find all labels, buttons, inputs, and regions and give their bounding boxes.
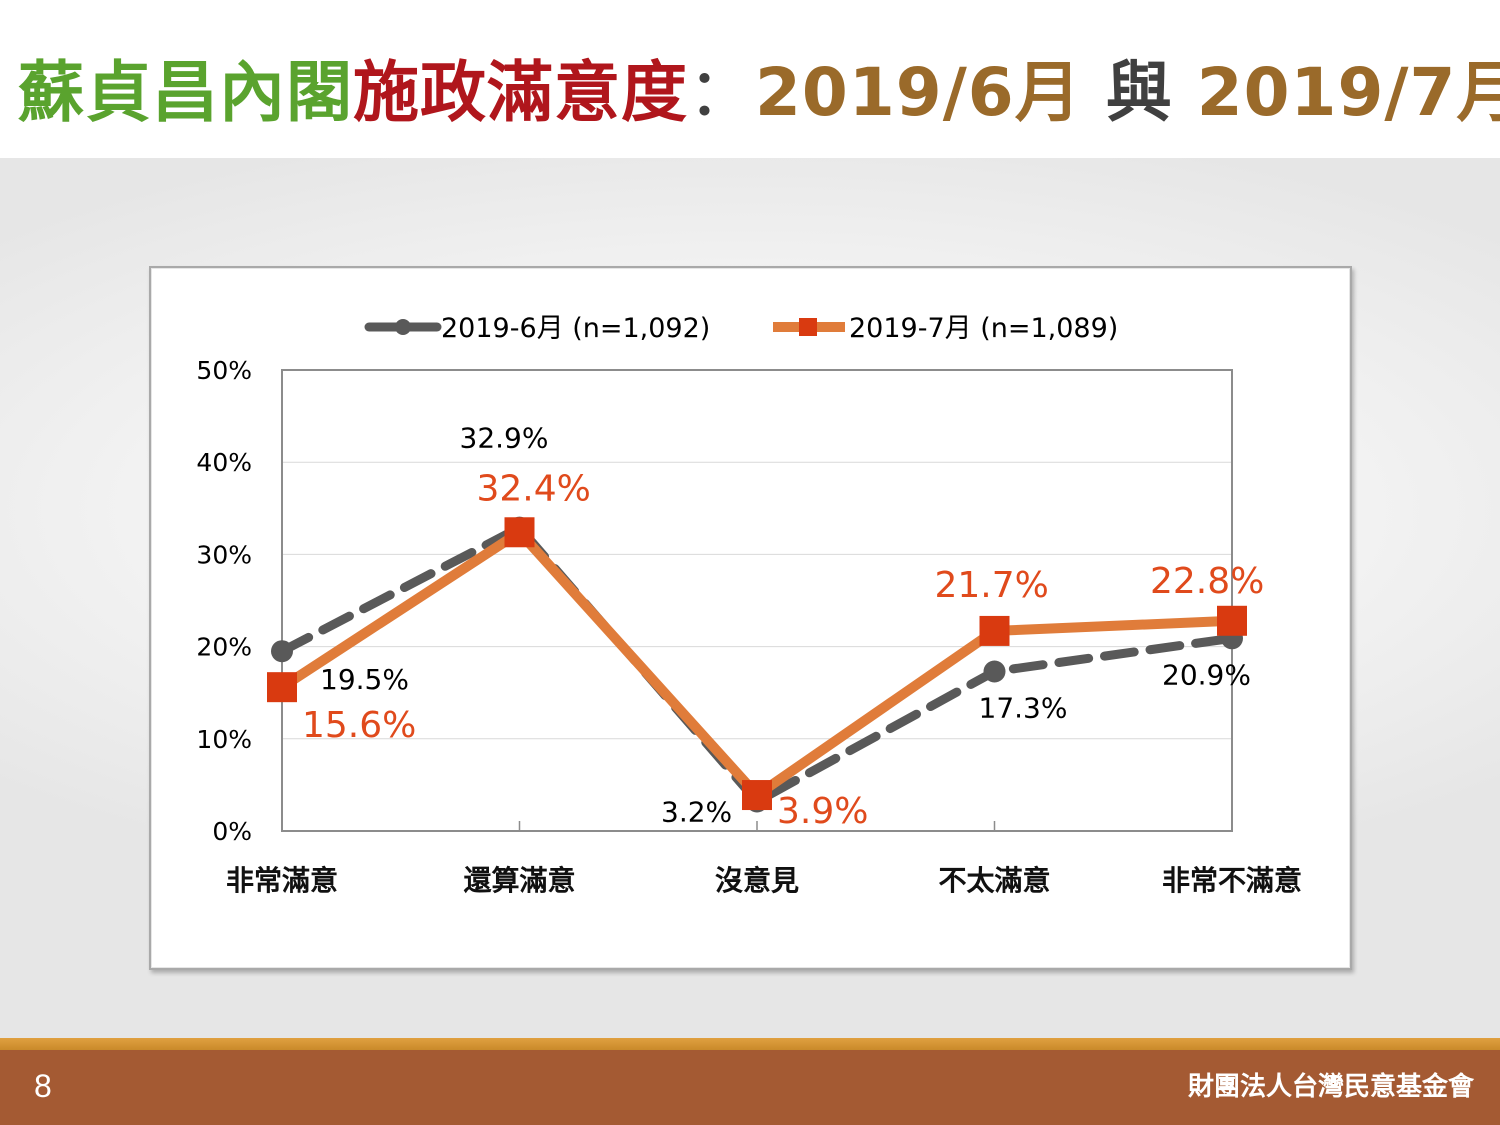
data-label-june: 19.5% [320, 663, 409, 696]
y-tick-label: 30% [196, 540, 252, 569]
y-tick-label: 20% [196, 633, 252, 662]
legend-june-swatch-marker [395, 319, 411, 335]
line-chart: 0% 10% 20% 30% 40% 50% 非常滿意 還算滿意 沒意見 不太滿意 非常不滿意 19… [196, 313, 1302, 897]
title-july: 2019/7月 [1196, 54, 1500, 131]
data-label-july: 32.4% [477, 468, 591, 509]
data-label-july: 21.7% [935, 565, 1049, 606]
legend-june-label: 2019-6月 (n=1,092) [441, 313, 710, 344]
data-label-june: 20.9% [1162, 658, 1251, 691]
title-satisfaction: 施政滿意度 [353, 54, 688, 131]
series-july-line [279, 527, 1233, 801]
title-june: 2019/6月 [755, 54, 1082, 131]
legend-july-label: 2019-7月 (n=1,089) [849, 313, 1118, 344]
series-july-point [267, 672, 297, 703]
data-label-june: 17.3% [979, 691, 1068, 724]
title-colon: ： [688, 54, 755, 131]
page-title: 蘇貞昌內閣施政滿意度：2019/6月 與 2019/7月 [18, 48, 1500, 138]
data-label-june: 3.2% [661, 795, 732, 828]
series-july-point [742, 780, 772, 811]
data-label-july: 3.9% [777, 791, 868, 832]
series-june-point [271, 640, 293, 663]
plot-area-border [281, 369, 1233, 832]
data-label-july: 15.6% [302, 705, 416, 746]
organization-name: 財團法人台灣民意基金會 [1187, 1072, 1474, 1102]
page-number: 8 [34, 1068, 52, 1104]
footer-bar [0, 1050, 1500, 1125]
data-label-june: 32.9% [460, 422, 549, 455]
y-tick-label: 0% [212, 817, 252, 846]
series-july-point [979, 615, 1010, 646]
footer-accent-band [0, 1038, 1500, 1050]
data-label-july: 22.8% [1150, 561, 1264, 602]
title-cabinet: 蘇貞昌內閣 [18, 54, 353, 131]
title-connector: 與 [1081, 54, 1197, 131]
legend-july-swatch-marker [799, 318, 817, 336]
x-tick-label: 非常不滿意 [1162, 864, 1302, 897]
x-tick-label: 沒意見 [715, 864, 799, 897]
series-july-point [1217, 605, 1247, 636]
series-june-point [983, 660, 1006, 683]
y-tick-label: 50% [196, 356, 252, 385]
series-june-line [277, 523, 1237, 806]
x-tick-label: 非常滿意 [226, 864, 338, 897]
series-july-point [504, 517, 535, 548]
y-tick-label: 40% [196, 448, 252, 477]
x-tick-label: 不太滿意 [938, 864, 1050, 897]
y-tick-label: 10% [196, 725, 252, 754]
x-tick-label: 還算滿意 [463, 864, 575, 897]
